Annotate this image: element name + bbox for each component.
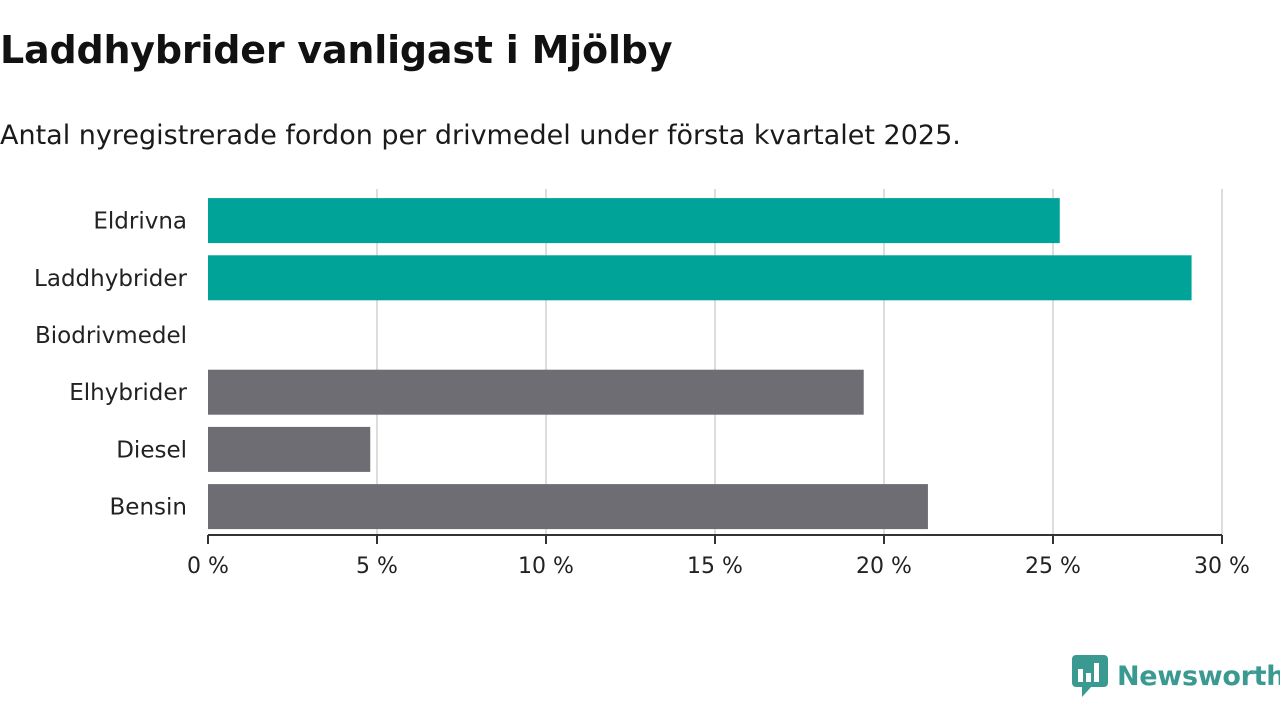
bar-chart: Eldrivna Laddhybrider Biodrivmedel Elhybrid… [34,189,1250,579]
newsworthy-chart-logo-icon [1072,655,1108,697]
category-label: Eldrivna [93,209,187,235]
category-labels: Eldrivna Laddhybrider Biodrivmedel Elhybrid… [34,209,187,521]
brand-name: Newsworthy [1117,660,1280,692]
chart-title: Laddhybrider vanligast i Mjölby [0,28,673,72]
chart-gridlines [376,189,1223,535]
bar-laddhybrider [208,255,1192,301]
category-label: Laddhybrider [34,266,187,292]
chart-subtitle: Antal nyregistrerade fordon per drivmede… [0,120,961,151]
category-label: Elhybrider [69,380,187,406]
chart-bars [208,198,1192,530]
x-tick-label: 15 % [687,554,743,579]
x-tick-label: 0 % [187,554,229,579]
bar-bensin [208,484,928,530]
x-tick-label: 5 % [356,554,398,579]
brand-logo: Newsworthy [1072,654,1280,698]
bar-diesel [208,426,371,472]
x-tick-label: 25 % [1025,554,1081,579]
category-label: Diesel [116,437,187,463]
category-label: Biodrivmedel [35,323,187,349]
bar-elhybrider [208,369,864,415]
x-axis: 0 % 5 % 10 % 15 % 20 % 25 % 30 % [187,534,1250,579]
bar-eldrivna [208,198,1060,244]
x-tick-label: 30 % [1194,554,1250,579]
x-tick-label: 20 % [856,554,912,579]
category-label: Bensin [110,495,187,521]
x-tick-label: 10 % [518,554,574,579]
